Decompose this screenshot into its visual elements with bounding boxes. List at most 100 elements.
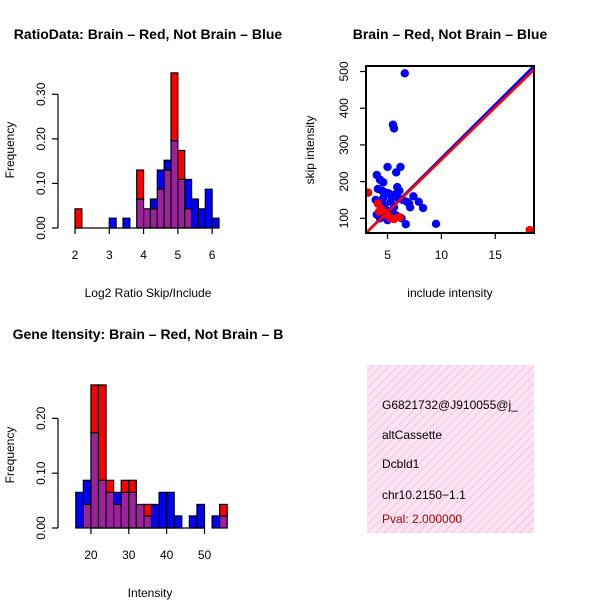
ratio-histogram-bar-overlap — [156, 188, 165, 229]
ratio-histogram-bar-brain — [177, 149, 186, 181]
scatter-point-brain — [366, 188, 373, 197]
scatter-ylabel: skip intensity — [303, 116, 317, 185]
ratio-histogram-title: RatioData: Brain – Red, Not Brain – Blue — [14, 26, 283, 42]
ratio-histogram-bar-not-brain — [156, 169, 165, 190]
intensity-histogram-bar-overlap — [105, 491, 115, 529]
ratio-histogram-panel: RatioData: Brain – Red, Not Brain – Blue… — [3, 26, 282, 300]
scatter-y-tick-label: 500 — [337, 61, 351, 81]
intensity-histogram-bar-not-brain — [211, 515, 221, 529]
info-locus: chr10.2150−1.1 — [382, 488, 466, 502]
intensity-histogram-y-tick-label: 0.00 — [34, 516, 48, 540]
intensity-histogram-bar-brain — [90, 384, 100, 434]
intensity-histogram-xlabel: Intensity — [128, 586, 173, 600]
ratio-histogram-bar-overlap — [177, 178, 186, 229]
intensity-histogram-bar-brain — [120, 479, 130, 493]
scatter-point-not-brain — [409, 192, 418, 201]
intensity-histogram-bar-overlap — [90, 432, 100, 529]
ratio-histogram-bar-not-brain — [190, 198, 200, 229]
ratio-histogram-axes: 2 3 4 5 6 0.00 0.10 0.20 0.30 — [34, 82, 216, 262]
intensity-histogram-bar-brain — [105, 479, 115, 493]
ratio-histogram-bar-not-brain — [122, 217, 131, 229]
intensity-histogram-bar-overlap — [143, 515, 153, 529]
scatter-point-not-brain — [393, 182, 402, 192]
intensity-histogram-x-tick-label: 30 — [122, 548, 136, 562]
intensity-histogram-bar-overlap — [128, 491, 137, 529]
scatter-point-not-brain — [400, 69, 409, 78]
intensity-histogram-bar-brain — [97, 384, 107, 481]
scatter-x-tick-label: 15 — [489, 248, 503, 262]
ratio-histogram-bar-not-brain — [184, 178, 193, 210]
intensity-histogram-ylabel: Frequency — [3, 427, 17, 484]
intensity-histogram-bar-overlap — [120, 491, 130, 529]
intensity-histogram-bar-overlap — [97, 479, 107, 529]
ratio-histogram-bar-overlap — [170, 140, 179, 229]
ratio-histogram-x-tick-label: 2 — [72, 248, 79, 262]
intensity-histogram-bar-overlap — [135, 503, 145, 529]
scatter-point-brain — [525, 225, 534, 233]
intensity-histogram-bar-not-brain — [188, 515, 198, 529]
scatter-title: Brain – Red, Not Brain – Blue — [353, 26, 548, 42]
intensity-histogram-bar-not-brain — [75, 491, 84, 529]
info-gene-name: Dcbld1 — [382, 457, 420, 471]
ratio-histogram-y-tick-label: 0.20 — [34, 127, 48, 151]
info-panel: G6821732@J910055@j_ altCassette Dcbld1 c… — [367, 365, 534, 533]
ratio-histogram-x-tick-label: 3 — [106, 248, 113, 262]
intensity-histogram-bar-brain — [128, 479, 137, 493]
intensity-histogram-bar-not-brain — [150, 503, 160, 529]
info-probe-id: G6821732@J910055@j_ — [382, 398, 518, 412]
scatter-plot-frame — [365, 65, 535, 234]
intensity-histogram-bar-not-brain — [158, 491, 168, 529]
ratio-histogram-y-tick-label: 0.10 — [34, 171, 48, 195]
scatter-y-tick-label: 300 — [337, 135, 351, 155]
scatter-point-not-brain — [404, 199, 414, 208]
intensity-histogram-axes: 20 30 40 50 0.00 0.10 0.20 — [34, 406, 211, 562]
scatter-point-not-brain — [414, 197, 423, 207]
intensity-histogram-y-tick-label: 0.20 — [34, 406, 48, 430]
scatter-point-not-brain — [383, 162, 392, 172]
intensity-histogram-x-tick-label: 40 — [160, 548, 174, 562]
ratio-histogram-bar-not-brain — [163, 159, 172, 171]
fit-line-brain — [366, 68, 534, 233]
intensity-histogram-x-tick-label: 20 — [84, 548, 98, 562]
scatter-point-not-brain — [418, 203, 428, 213]
ratio-histogram-bar-overlap — [149, 208, 158, 229]
ratio-histogram-bar-overlap — [136, 198, 145, 229]
intensity-histogram-bar-not-brain — [166, 491, 175, 529]
intensity-histogram-title: Gene Itensity: Brain – Red, Not Brain – … — [13, 326, 284, 342]
scatter-xlabel: include intensity — [407, 286, 492, 300]
intensity-histogram-bars — [75, 384, 228, 529]
ratio-histogram-x-tick-label: 5 — [175, 248, 182, 262]
intensity-histogram-bar-overlap — [113, 503, 122, 529]
scatter-y-tick-label: 100 — [337, 208, 351, 228]
scatter-x-tick-label: 10 — [435, 248, 449, 262]
scatter-point-not-brain — [379, 193, 388, 203]
scatter-point-not-brain — [389, 124, 399, 133]
ratio-histogram-bar-brain — [170, 72, 179, 142]
scatter-panel: Brain – Red, Not Brain – Blue include in… — [303, 26, 547, 300]
scatter-y-tick-label: 400 — [337, 98, 351, 118]
ratio-histogram-bar-overlap — [184, 208, 193, 229]
scatter-plot-area — [366, 66, 534, 233]
scatter-point-brain — [395, 213, 404, 222]
scatter-point-brain — [374, 207, 384, 216]
intensity-histogram-bar-overlap — [219, 515, 228, 529]
scatter-point-not-brain — [396, 162, 405, 172]
ratio-histogram-x-tick-label: 4 — [140, 248, 147, 262]
ratio-histogram-bar-not-brain — [204, 188, 213, 229]
ratio-histogram-bar-not-brain — [108, 217, 117, 229]
ratio-histogram-bar-not-brain — [211, 217, 220, 229]
info-event-type: altCassette — [382, 428, 442, 442]
ratio-histogram-x-tick-label: 6 — [209, 248, 216, 262]
ratio-histogram-bar-overlap — [142, 208, 152, 229]
scatter-point-not-brain — [379, 178, 388, 187]
intensity-histogram-bar-not-brain — [113, 491, 122, 506]
intensity-histogram-bar-not-brain — [82, 479, 92, 506]
ratio-histogram-bar-not-brain — [197, 208, 206, 229]
ratio-histogram-xlabel: Log2 Ratio Skip/Include — [85, 286, 212, 300]
intensity-histogram-bar-not-brain — [196, 503, 206, 529]
ratio-histogram-bar-brain — [136, 169, 145, 200]
intensity-histogram-bar-brain — [219, 503, 228, 517]
scatter-y-tick-label: 200 — [337, 171, 351, 191]
intensity-histogram-bar-brain — [143, 503, 153, 517]
